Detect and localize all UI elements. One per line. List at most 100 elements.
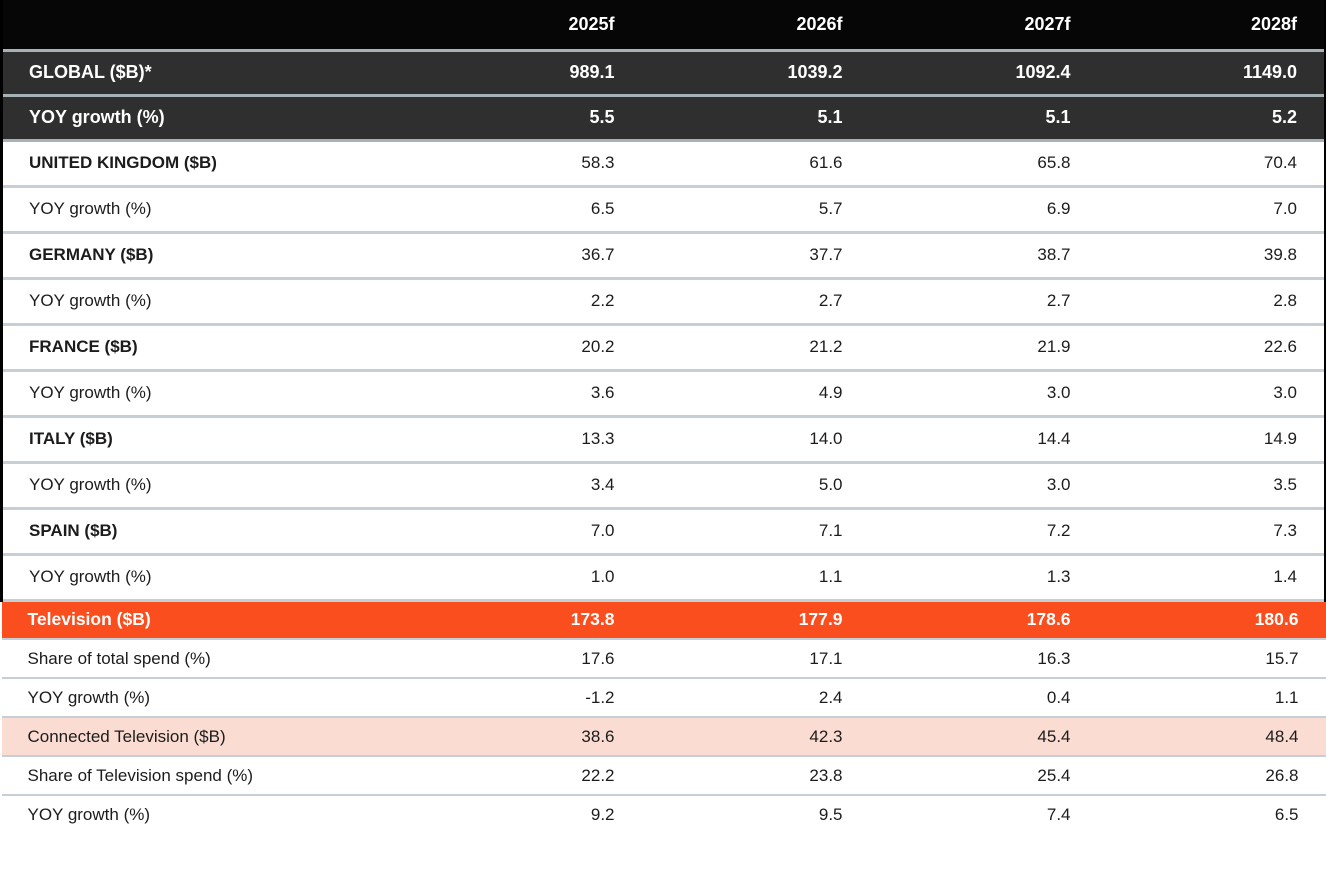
cell-value: 7.2 bbox=[1046, 521, 1071, 540]
row-label: FRANCE ($B) bbox=[0, 324, 414, 370]
cell-value: 173.8 bbox=[570, 609, 615, 630]
cell-value: 38.6 bbox=[581, 726, 615, 746]
row-label: YOY growth (%) bbox=[0, 278, 414, 324]
table-row: YOY growth (%) 1.0 1.1 1.3 1.4 bbox=[0, 554, 1326, 600]
cell-value: 1.4 bbox=[1097, 554, 1326, 600]
cell-value: 6.9 bbox=[1046, 199, 1071, 218]
cell-value: 6.5 bbox=[590, 199, 615, 218]
header-year-2027f: 2027f bbox=[1024, 13, 1071, 34]
table-row: YOY growth (%) 3.4 5.0 3.0 3.5 bbox=[0, 462, 1326, 508]
cell-value: 7.0 bbox=[590, 521, 615, 540]
cell-value: 20.2 bbox=[581, 337, 615, 356]
row-label: Connected Television ($B) bbox=[27, 726, 226, 746]
cell-value: 16.3 bbox=[1037, 648, 1071, 668]
cell-value: 21.9 bbox=[1037, 337, 1071, 356]
cell-value: 14.0 bbox=[809, 429, 843, 448]
cell-value: 5.0 bbox=[818, 475, 843, 494]
table-row: GERMANY ($B) 36.7 37.7 38.7 39.8 bbox=[0, 232, 1326, 278]
cell-value: 0.4 bbox=[1046, 687, 1071, 707]
cell-value: 1039.2 bbox=[787, 62, 843, 82]
cell-value: 58.3 bbox=[581, 153, 615, 172]
cell-value: 1.1 bbox=[818, 567, 843, 586]
cell-value: 989.1 bbox=[569, 62, 615, 82]
cell-value: 3.0 bbox=[1097, 370, 1326, 416]
cell-value: 3.6 bbox=[590, 383, 615, 402]
row-label: GERMANY ($B) bbox=[0, 232, 414, 278]
table-row: YOY growth (%) 9.2 9.5 7.4 6.5 bbox=[1, 795, 1326, 834]
cell-value: 15.7 bbox=[1265, 648, 1299, 668]
cell-value: 39.8 bbox=[1097, 232, 1326, 278]
header-empty-cell bbox=[0, 0, 414, 50]
table-row: Share of total spend (%) 17.6 17.1 16.3 15.7 bbox=[1, 639, 1326, 678]
cell-value: 1149.0 bbox=[1097, 50, 1326, 95]
cell-value: 7.3 bbox=[1097, 508, 1326, 554]
row-label: Share of total spend (%) bbox=[27, 648, 211, 668]
cell-value: 1.0 bbox=[590, 567, 615, 586]
header-year-2028f: 2028f bbox=[1097, 0, 1326, 50]
row-label: YOY growth (%) bbox=[0, 462, 414, 508]
table-row: ITALY ($B) 13.3 14.0 14.4 14.9 bbox=[0, 416, 1326, 462]
table-row: Connected Television ($B) 38.6 42.3 45.4 48.… bbox=[1, 717, 1326, 756]
row-label: YOY growth (%) bbox=[27, 687, 151, 707]
cell-value: 4.9 bbox=[818, 383, 843, 402]
cell-value: 22.6 bbox=[1097, 324, 1326, 370]
cell-value: 25.4 bbox=[1037, 765, 1071, 785]
cell-value: 70.4 bbox=[1097, 140, 1326, 186]
cell-value: 21.2 bbox=[809, 337, 843, 356]
cell-value: 5.5 bbox=[589, 107, 615, 127]
cell-value: 14.4 bbox=[1037, 429, 1071, 448]
row-label: UNITED KINGDOM ($B) bbox=[0, 140, 414, 186]
cell-value: 1.3 bbox=[1046, 567, 1071, 586]
header-year-2025f: 2025f bbox=[568, 13, 615, 34]
cell-value: 178.6 bbox=[1026, 609, 1071, 630]
cell-value: 3.0 bbox=[1046, 475, 1071, 494]
cell-value: 23.8 bbox=[809, 765, 843, 785]
cell-value: 7.1 bbox=[818, 521, 843, 540]
row-label: YOY growth (%) bbox=[0, 554, 414, 600]
cell-value: 1.1 bbox=[1274, 687, 1299, 707]
cell-value: 1092.4 bbox=[1015, 62, 1071, 82]
cell-value: 42.3 bbox=[809, 726, 843, 746]
cell-value: 13.3 bbox=[581, 429, 615, 448]
cell-value: 2.8 bbox=[1097, 278, 1326, 324]
cell-value: 5.1 bbox=[1045, 107, 1071, 127]
cell-value: 3.5 bbox=[1097, 462, 1326, 508]
cell-value: 6.5 bbox=[1274, 805, 1299, 824]
cell-value: 22.2 bbox=[581, 765, 615, 785]
cell-value: 7.0 bbox=[1097, 186, 1326, 232]
cell-value: 7.4 bbox=[1046, 805, 1071, 824]
table-row: YOY growth (%) 6.5 5.7 6.9 7.0 bbox=[0, 186, 1326, 232]
table-row: YOY growth (%) 2.2 2.7 2.7 2.8 bbox=[0, 278, 1326, 324]
cell-value: 2.7 bbox=[1046, 291, 1071, 310]
cell-value: 2.7 bbox=[818, 291, 843, 310]
cell-value: 45.4 bbox=[1037, 726, 1071, 746]
row-label: YOY growth (%) bbox=[0, 370, 414, 416]
row-label: YOY growth (%) bbox=[0, 186, 414, 232]
row-label: Share of Television spend (%) bbox=[27, 765, 254, 785]
cell-value: 17.1 bbox=[809, 648, 843, 668]
cell-value: -1.2 bbox=[585, 687, 615, 707]
cell-value: 3.4 bbox=[590, 475, 615, 494]
cell-value: 36.7 bbox=[581, 245, 615, 264]
table-row: YOY growth (%) -1.2 2.4 0.4 1.1 bbox=[1, 678, 1326, 717]
table-row: UNITED KINGDOM ($B) 58.3 61.6 65.8 70.4 bbox=[0, 140, 1326, 186]
row-label: YOY growth (%) bbox=[0, 95, 414, 140]
table-row: GLOBAL ($B)* 989.1 1039.2 1092.4 1149.0 bbox=[0, 50, 1326, 95]
row-label: GLOBAL ($B)* bbox=[0, 50, 414, 95]
row-label: Television ($B) bbox=[27, 609, 151, 630]
table-row: SPAIN ($B) 7.0 7.1 7.2 7.3 bbox=[0, 508, 1326, 554]
cell-value: 180.6 bbox=[1254, 609, 1299, 630]
year-header-row: 2025f 2026f 2027f 2028f bbox=[0, 0, 1326, 50]
cell-value: 65.8 bbox=[1037, 153, 1071, 172]
table-row: YOY growth (%) 5.5 5.1 5.1 5.2 bbox=[0, 95, 1326, 140]
cell-value: 3.0 bbox=[1046, 383, 1071, 402]
table-row: YOY growth (%) 3.6 4.9 3.0 3.0 bbox=[0, 370, 1326, 416]
cell-value: 2.4 bbox=[818, 687, 843, 707]
table-body: GLOBAL ($B)* 989.1 1039.2 1092.4 1149.0 YOY g… bbox=[0, 50, 1326, 834]
cell-value: 26.8 bbox=[1265, 765, 1299, 785]
cell-value: 14.9 bbox=[1097, 416, 1326, 462]
cell-value: 38.7 bbox=[1037, 245, 1071, 264]
row-label: YOY growth (%) bbox=[27, 805, 151, 824]
cell-value: 5.7 bbox=[818, 199, 843, 218]
cell-value: 61.6 bbox=[809, 153, 843, 172]
